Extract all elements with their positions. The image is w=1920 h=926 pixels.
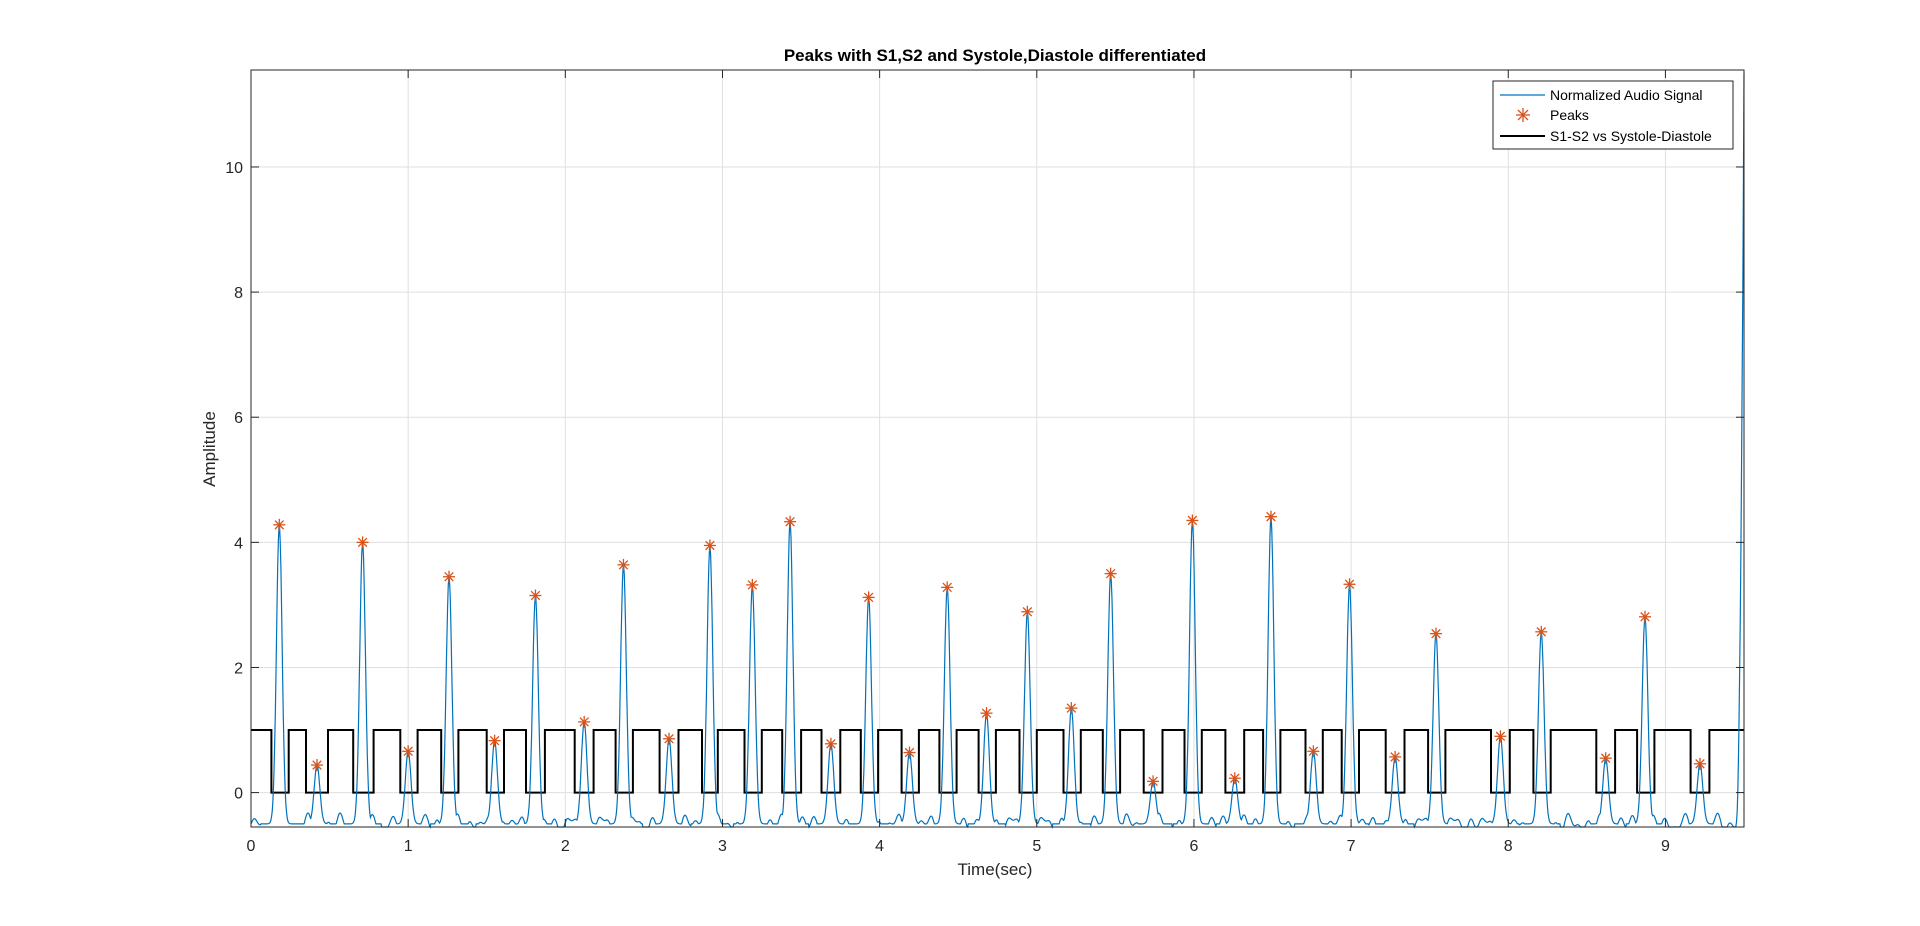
peak-marker [1389, 750, 1402, 763]
peak-marker [1228, 772, 1241, 785]
legend-step-label: S1-S2 vs Systole-Diastole [1550, 128, 1712, 144]
chart-title: Peaks with S1,S2 and Systole,Diastole di… [784, 46, 1206, 65]
y-tick-label: 10 [225, 160, 243, 177]
x-tick-label: 4 [875, 838, 884, 855]
y-tick-label: 6 [234, 410, 243, 427]
peak-marker [617, 558, 630, 571]
x-tick-label: 0 [247, 838, 256, 855]
peak-marker [703, 539, 716, 552]
peak-marker [1494, 730, 1507, 743]
x-tick-label: 8 [1504, 838, 1513, 855]
x-tick-label: 5 [1032, 838, 1041, 855]
peak-marker [1186, 514, 1199, 527]
legend-peaks-swatch [1516, 108, 1530, 122]
legend-peaks-label: Peaks [1550, 107, 1589, 123]
x-tick-label: 3 [718, 838, 727, 855]
plot-area [251, 70, 1744, 827]
peak-marker [356, 536, 369, 549]
peak-marker [529, 589, 542, 602]
peak-marker [311, 759, 324, 772]
audio-signal-line [250, 73, 1745, 830]
audio-signal-series [250, 73, 1745, 830]
axis-ticks [250, 70, 1744, 827]
x-tick-label: 7 [1347, 838, 1356, 855]
x-tick-label: 1 [404, 838, 413, 855]
peak-marker [1021, 605, 1034, 618]
peak-marker [862, 591, 875, 604]
peak-marker [824, 737, 837, 750]
legend-signal-label: Normalized Audio Signal [1550, 87, 1703, 103]
y-axis-label: Amplitude [200, 411, 219, 487]
peak-marker [443, 570, 456, 583]
legend-box [1492, 80, 1734, 150]
y-tick-label: 4 [234, 535, 243, 552]
peak-marker [1264, 510, 1277, 523]
peak-marker [941, 581, 954, 594]
peak-marker [488, 734, 501, 747]
peak-marker [1599, 752, 1612, 765]
peak-marker [1429, 627, 1442, 640]
peak-markers [273, 510, 1706, 788]
peak-marker [273, 518, 286, 531]
x-tick-label: 9 [1661, 838, 1670, 855]
peak-marker [1693, 757, 1706, 770]
peak-marker [1638, 610, 1651, 623]
peak-marker [1535, 625, 1548, 638]
peak-marker [903, 746, 916, 759]
peak-marker [1147, 775, 1160, 788]
peak-marker [663, 732, 676, 745]
legend: Normalized Audio Signal Peaks S1-S2 vs S… [1492, 80, 1734, 150]
peak-marker [1307, 745, 1320, 758]
peak-marker [1104, 567, 1117, 580]
peak-marker [1343, 578, 1356, 591]
x-axis-label: Time(sec) [958, 860, 1033, 879]
x-tick-label: 2 [561, 838, 570, 855]
axes-box [250, 69, 1745, 828]
peak-marker [746, 578, 759, 591]
y-tick-label: 8 [234, 285, 243, 302]
y-tick-label: 2 [234, 660, 243, 677]
peak-marker [980, 707, 993, 720]
peak-marker [784, 515, 797, 528]
axis-tick-labels: 0 1 2 3 4 5 6 7 8 9 0 2 4 6 8 10 [225, 160, 1670, 855]
peak-marker [578, 715, 591, 728]
x-tick-label: 6 [1189, 838, 1198, 855]
y-tick-label: 0 [234, 786, 243, 803]
peak-marker [402, 745, 415, 758]
peak-marker [1065, 702, 1078, 715]
